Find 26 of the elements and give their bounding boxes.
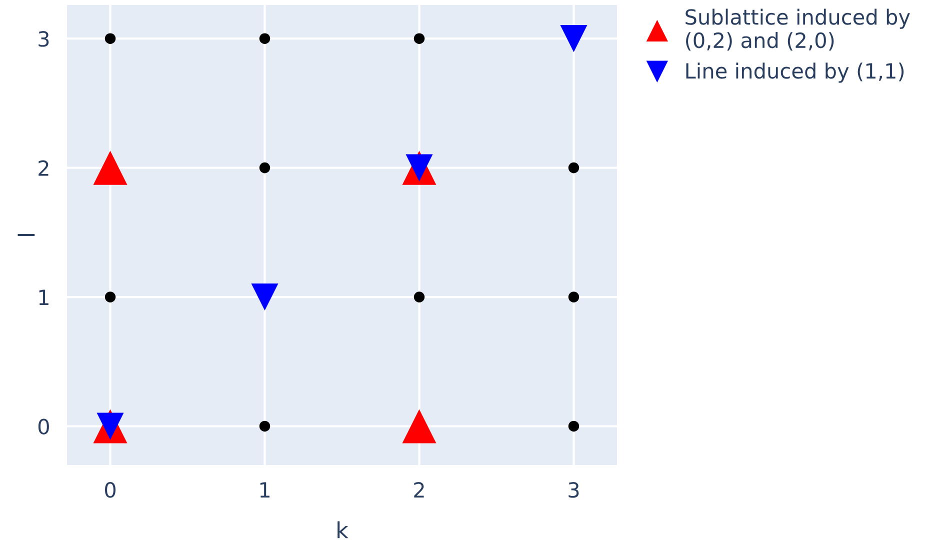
point	[259, 420, 270, 432]
point	[104, 292, 116, 302]
x-tick-label: 2	[414, 482, 424, 498]
y-axis-title: l	[18, 234, 35, 236]
y-tick-label: 2	[38, 160, 48, 176]
point	[568, 162, 580, 174]
x-tick-label: 0	[105, 482, 116, 498]
point	[414, 292, 425, 302]
y-tick-label: 3	[38, 31, 49, 47]
point	[560, 25, 588, 52]
point	[402, 409, 436, 444]
point	[93, 150, 128, 185]
x-axis-title: k	[338, 521, 348, 538]
x-tick-label: 3	[568, 482, 579, 498]
legend-label: Line induced by (1,1)	[686, 62, 904, 83]
y-tick-label: 1	[39, 290, 48, 305]
legend-label: Sublattice induced by (0,2) and (2,0)	[686, 8, 910, 51]
point	[568, 292, 580, 302]
point	[259, 33, 270, 44]
point	[104, 33, 116, 44]
x-tick-label: 1	[260, 482, 270, 498]
point	[259, 162, 270, 174]
point	[414, 33, 425, 44]
y-tick-label: 0	[38, 418, 49, 434]
point	[251, 283, 278, 311]
point	[568, 420, 580, 432]
